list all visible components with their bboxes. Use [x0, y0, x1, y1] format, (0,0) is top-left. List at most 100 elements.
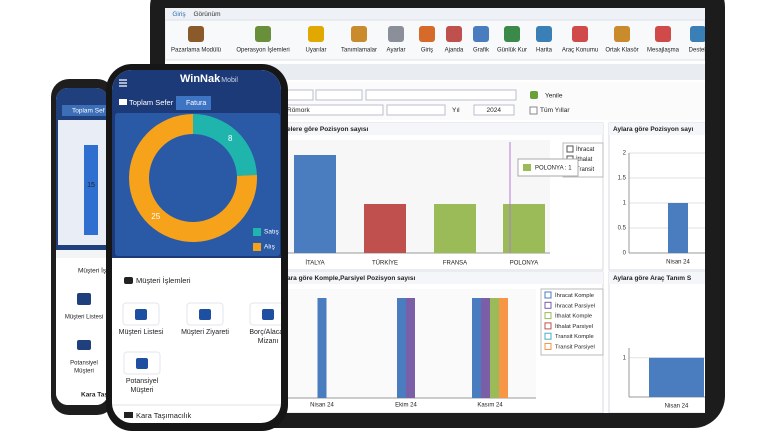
back-chart-bar	[84, 145, 98, 235]
back-card-title: Toplam Sef	[72, 108, 105, 115]
doc-tabbar	[165, 64, 705, 80]
ribbon-button: Uyarılar	[305, 48, 326, 54]
bar	[668, 203, 688, 253]
x-tick-label: TÜRKİYE	[372, 260, 398, 267]
tab[interactable]: Toplam Sefer	[129, 98, 174, 107]
back-item: Potansiyel	[70, 361, 98, 367]
ribbon-button: Grafik	[473, 48, 490, 54]
back-section: Müşteri İşl	[78, 266, 108, 275]
chart-panel	[608, 122, 705, 271]
bar	[406, 298, 415, 398]
legend-swatch	[253, 228, 261, 236]
ribbon-icon	[419, 26, 435, 42]
x-tick-label: Ekim 24	[395, 403, 417, 409]
chart-header	[283, 272, 603, 284]
legend-label: Alış	[264, 244, 276, 251]
y-tick-label: 1.5	[618, 176, 627, 182]
ribbon-icon	[255, 26, 271, 42]
ribbon-button: Araç Konumu	[562, 48, 598, 54]
ribbon-button: Harita	[536, 48, 553, 54]
bar	[499, 298, 508, 398]
bar	[434, 204, 476, 253]
ribbon-button: Tanımlamalar	[341, 48, 377, 54]
ribbon-icon	[473, 26, 489, 42]
x-tick-label: FRANSA	[443, 261, 467, 267]
y-tick-label: 1	[623, 355, 627, 361]
ribbon-icon	[351, 26, 367, 42]
chart-header	[283, 123, 603, 135]
legend-check	[566, 145, 574, 153]
tooltip-text: POLONYA : 1	[535, 166, 572, 172]
legend-label: İthalat Parsiyel	[555, 323, 593, 330]
tab[interactable]: Fatura	[186, 100, 206, 107]
legend-label: İhracat	[576, 146, 595, 153]
back-icon	[77, 340, 91, 350]
y-tick-label: 1	[623, 201, 627, 207]
ribbon-icon	[536, 26, 552, 42]
legend-label: İthalat Komple	[555, 313, 592, 320]
tile-label: Müşteri	[131, 387, 154, 394]
chart-title: ara göre Komple,Parsiyel Pozisyon sayısı	[287, 275, 415, 282]
truck-icon	[124, 412, 133, 418]
bar	[364, 204, 406, 253]
y-tick-label: 0.5	[618, 226, 627, 232]
filter-label: Römork	[287, 107, 311, 114]
legend-label: Transit	[576, 167, 594, 173]
ribbon-tab: Giriş	[172, 11, 186, 18]
refresh-button[interactable]: Yenile	[545, 93, 563, 100]
back-card	[56, 258, 108, 405]
legend-label: Satış	[264, 229, 280, 236]
x-tick-label: POLONYA	[510, 261, 539, 267]
tab-active[interactable]	[176, 96, 211, 110]
ribbon-button: Destek	[689, 48, 709, 54]
ribbon-button: Mesajlaşma	[647, 48, 680, 54]
bar	[317, 298, 327, 398]
ribbon-icon	[308, 26, 324, 42]
brand-suffix: Mobil	[221, 77, 238, 84]
legend-check	[544, 343, 552, 350]
back-item: Müşteri	[74, 369, 94, 375]
chart-title: Aylara göre Pozisyon sayı	[613, 126, 694, 133]
legend-check	[544, 301, 552, 309]
legend-swatch	[253, 243, 261, 251]
ribbon-icon	[504, 26, 520, 42]
chart-header	[609, 123, 705, 135]
ribbon-button: Günlük Kur	[497, 48, 527, 54]
chart-title: Aylara göre Araç Tanım S	[613, 275, 692, 282]
back-item: Müşteri Listesi	[65, 315, 103, 321]
bar	[649, 357, 704, 397]
chart-header	[609, 272, 705, 284]
input-box	[365, 89, 517, 101]
ribbon-icon	[690, 26, 705, 42]
back-bar-label: 15	[87, 182, 95, 189]
back-footer: Kara Taşım	[81, 392, 116, 399]
ribbon-icon	[388, 26, 404, 42]
year-value: 2024	[487, 107, 502, 114]
back-chart-bg	[58, 120, 108, 245]
tile-icon	[262, 309, 274, 320]
legend-check	[544, 322, 552, 330]
ribbon-button: Ortak Klasör	[605, 48, 638, 54]
donut-slice	[193, 114, 257, 176]
tile-label: Potansiyel	[126, 378, 159, 385]
ribbon-button: Giriş	[421, 48, 433, 54]
donut-label: 8	[228, 134, 233, 143]
tile-label: Borç/Alacak	[249, 329, 287, 336]
footer-section: Kara Taşımacılık	[136, 411, 192, 420]
legend-label: Transit Parsiyel	[555, 345, 595, 351]
legend-label: İthalat	[576, 156, 593, 163]
x-tick-label: Nisan 24	[310, 403, 334, 409]
section-title: Müşteri İşlemleri	[136, 276, 191, 285]
tile-label: Müşteri Ziyareti	[181, 329, 229, 336]
bar	[490, 298, 499, 398]
ribbon-button: Ayarlar	[387, 48, 406, 54]
y-tick-label: 0	[623, 251, 627, 257]
x-tick-label: Nisan 24	[665, 404, 689, 410]
tile-icon	[199, 309, 211, 320]
checkbox[interactable]	[529, 106, 538, 115]
ribbon-tab: Görünüm	[193, 11, 220, 18]
bar	[472, 298, 481, 398]
legend-check	[544, 332, 552, 340]
